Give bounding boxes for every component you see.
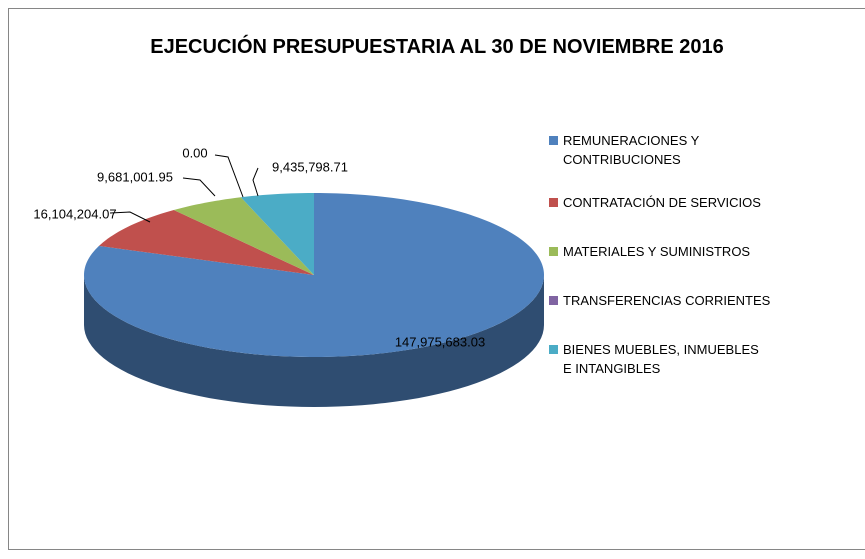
chart-title: EJECUCIÓN PRESUPUESTARIA AL 30 DE NOVIEM…	[150, 36, 724, 58]
data-label: 9,681,001.95	[97, 169, 173, 184]
legend-label: REMUNERACIONES Y CONTRIBUCIONES	[563, 133, 700, 167]
slice-top	[84, 193, 544, 357]
slice	[84, 193, 544, 407]
legend-label: TRANSFERENCIAS CORRIENTES	[563, 293, 771, 308]
slice-top	[98, 210, 315, 275]
slice-top	[173, 197, 314, 275]
leader-line	[182, 177, 216, 197]
data-label: 9,435,798.71	[272, 159, 348, 174]
leader-line	[214, 154, 244, 198]
slice	[98, 210, 315, 275]
legend-swatch	[549, 136, 558, 145]
leader-line	[109, 211, 151, 223]
slice	[240, 193, 314, 275]
legend-label: CONTRATACIÓN DE SERVICIOS	[563, 195, 761, 210]
legend-swatch	[549, 247, 558, 256]
data-label: 0.00	[182, 145, 207, 160]
legend-label: BIENES MUEBLES, INMUEBLES E INTANGIBLES	[563, 342, 759, 376]
chart-frame	[8, 8, 865, 550]
slice-side	[84, 275, 544, 407]
data-label: 147,975,683.03	[395, 334, 485, 349]
slice-top	[240, 193, 314, 275]
legend-label: MATERIALES Y SUMINISTROS	[563, 244, 751, 259]
data-label: 16,104,204.07	[33, 206, 116, 221]
legend-swatch	[549, 345, 558, 354]
legend-swatch	[549, 296, 558, 305]
leader-line	[252, 167, 259, 197]
legend-swatch	[549, 198, 558, 207]
slice	[173, 197, 314, 275]
